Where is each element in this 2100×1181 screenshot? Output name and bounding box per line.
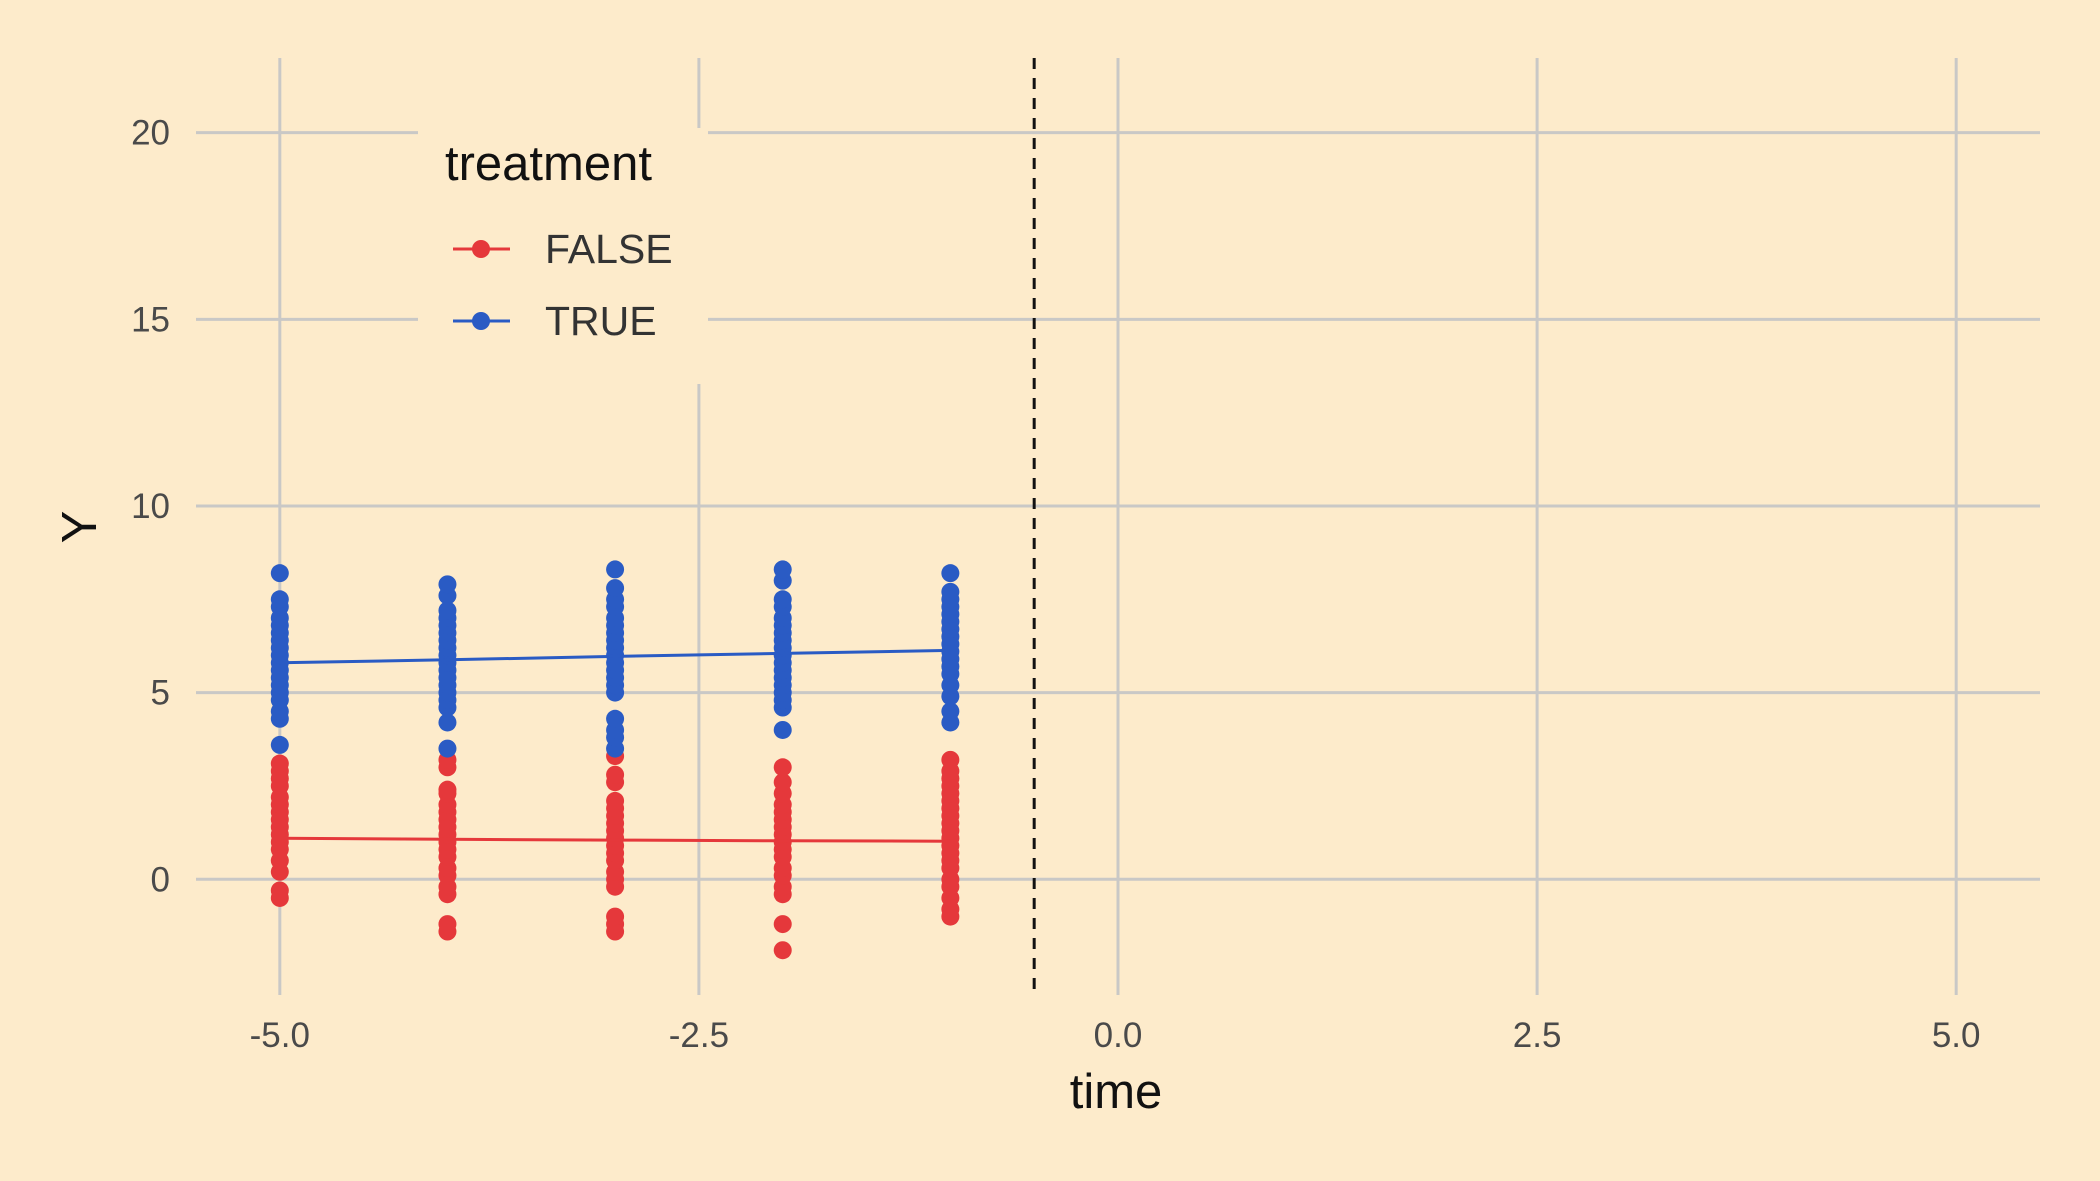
data-point: [606, 560, 625, 579]
x-tick-label: -2.5: [669, 1016, 729, 1055]
data-point: [606, 765, 625, 784]
series-true: [270, 560, 960, 758]
series-layer: [270, 560, 960, 960]
data-point: [773, 758, 792, 777]
series-line: [279, 836, 951, 843]
x-tick-label: 5.0: [1932, 1016, 1981, 1055]
data-point: [270, 881, 289, 900]
legend-key-point: [472, 240, 490, 258]
x-tick-label: 0.0: [1094, 1016, 1143, 1055]
data-point: [606, 791, 625, 810]
y-tick-label: 20: [131, 114, 170, 153]
data-point: [438, 739, 457, 758]
y-tick-label: 0: [151, 860, 170, 899]
legend-label: TRUE: [545, 298, 657, 344]
data-point: [606, 579, 625, 598]
data-point: [606, 907, 625, 926]
data-point: [438, 780, 457, 799]
legend: treatment FALSE TRUE: [418, 128, 708, 384]
y-tick-label: 5: [151, 674, 170, 713]
data-point: [773, 560, 792, 579]
data-point: [438, 915, 457, 934]
y-tick-label: 15: [131, 300, 170, 339]
series-false: [270, 747, 960, 960]
legend-background: [418, 128, 708, 384]
legend-items: FALSE TRUE: [453, 226, 673, 344]
data-point: [270, 735, 289, 754]
data-point: [773, 915, 792, 934]
legend-label: FALSE: [545, 226, 673, 272]
data-point: [438, 575, 457, 594]
series-line: [279, 648, 951, 665]
data-point: [270, 590, 289, 609]
tick-labels: -5.0 -2.5 0.0 2.5 5.0 0 5 10 15 20: [131, 114, 1980, 1055]
data-point: [773, 773, 792, 792]
data-point: [773, 720, 792, 739]
data-point: [941, 702, 960, 721]
data-point: [941, 750, 960, 769]
data-point: [438, 601, 457, 620]
data-point: [270, 564, 289, 583]
data-point: [438, 713, 457, 732]
x-tick-label: -5.0: [250, 1016, 310, 1055]
x-axis-title: time: [1070, 1065, 1163, 1119]
legend-item-true: TRUE: [453, 298, 657, 344]
y-axis-title: Y: [53, 511, 107, 544]
legend-key-point: [472, 312, 490, 330]
data-point: [941, 582, 960, 601]
data-point: [773, 590, 792, 609]
legend-title: treatment: [445, 137, 652, 191]
data-point: [606, 709, 625, 728]
x-tick-label: 2.5: [1513, 1016, 1562, 1055]
data-point: [270, 754, 289, 773]
y-tick-label: 10: [131, 487, 170, 526]
data-point: [941, 564, 960, 583]
gridlines: [196, 58, 2040, 995]
legend-item-false: FALSE: [453, 226, 673, 272]
data-point: [773, 941, 792, 960]
